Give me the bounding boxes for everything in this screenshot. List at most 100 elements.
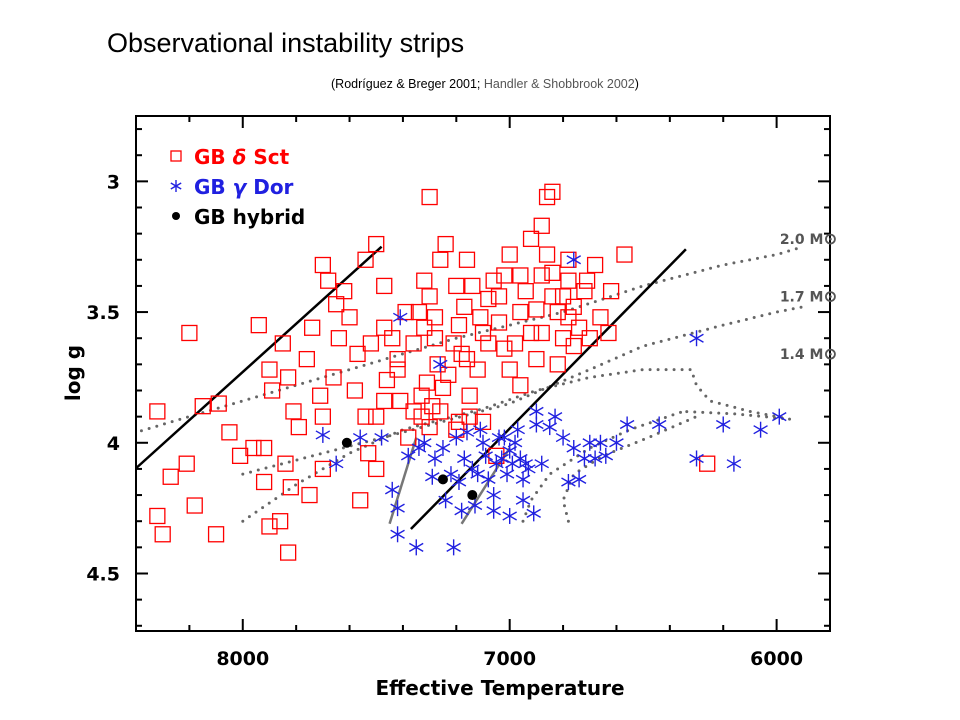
dsct-point bbox=[453, 345, 470, 363]
gdor-point bbox=[753, 421, 768, 438]
gdor-point bbox=[502, 507, 517, 524]
dsct-point bbox=[207, 526, 225, 543]
gdor-point bbox=[555, 429, 571, 446]
dsct-point bbox=[506, 335, 524, 352]
gdor-point bbox=[486, 502, 501, 519]
legend-marker-asterisk bbox=[170, 180, 182, 192]
dsct-point bbox=[341, 309, 358, 326]
gdor-point bbox=[481, 471, 496, 488]
gdor-point bbox=[547, 408, 563, 425]
dsct-point bbox=[27, 357, 42, 372]
dsct-point bbox=[320, 272, 337, 289]
dsct-point bbox=[440, 366, 457, 383]
dsct-point bbox=[570, 319, 588, 336]
y-tick-label: 4.5 bbox=[86, 563, 120, 585]
gdor-points bbox=[315, 251, 787, 556]
y-tick-label: 3 bbox=[107, 171, 120, 193]
dsct-point bbox=[162, 468, 179, 485]
dsct-point bbox=[410, 303, 428, 321]
dsct-point bbox=[538, 246, 556, 263]
dsct-point bbox=[349, 345, 366, 363]
mass-track-line bbox=[241, 368, 791, 523]
gdor-point bbox=[433, 356, 448, 373]
gdor-point bbox=[315, 426, 331, 443]
dsct-point bbox=[528, 301, 545, 318]
gdor-point bbox=[408, 539, 424, 556]
dsct-point bbox=[416, 272, 433, 289]
dsct-point bbox=[437, 235, 454, 253]
gdor-point bbox=[587, 450, 603, 467]
gdor-point bbox=[518, 455, 533, 472]
dsct-point bbox=[282, 479, 299, 496]
dsct-point bbox=[376, 392, 393, 410]
dsct-point bbox=[405, 335, 422, 352]
dsct-point bbox=[261, 361, 278, 378]
dsct-point bbox=[581, 330, 598, 347]
gdor-point bbox=[467, 497, 483, 514]
dsct-point bbox=[378, 371, 396, 389]
gdor-point bbox=[451, 473, 467, 490]
gdor-point bbox=[473, 421, 488, 438]
dsct-point bbox=[298, 350, 315, 368]
sun-symbol-icon bbox=[825, 233, 836, 245]
gdor-point bbox=[510, 421, 525, 438]
gdor-point bbox=[454, 502, 469, 519]
dsct-point bbox=[376, 277, 393, 295]
dsct-point bbox=[221, 424, 238, 441]
gdor-point bbox=[513, 450, 528, 467]
dsct-point bbox=[560, 272, 577, 289]
dsct-point bbox=[325, 369, 342, 386]
gdor-point bbox=[542, 419, 558, 436]
dsct-point bbox=[549, 356, 566, 373]
gdor-point bbox=[491, 429, 507, 446]
dsct-point bbox=[472, 309, 489, 326]
dsct-point bbox=[314, 256, 331, 274]
dsct-point bbox=[392, 392, 409, 410]
gdor-point bbox=[689, 450, 704, 467]
gdor-point bbox=[619, 416, 635, 433]
slide-title: Observational instability strips bbox=[107, 28, 465, 58]
dsct-point bbox=[178, 455, 195, 472]
dsct-point bbox=[328, 296, 345, 313]
dsct-point bbox=[416, 319, 433, 336]
dsct-point bbox=[434, 379, 452, 397]
gdor-point bbox=[515, 471, 531, 488]
gdor-point bbox=[411, 440, 427, 457]
dsct-point bbox=[501, 361, 518, 378]
dsct-point bbox=[592, 309, 609, 326]
dsct-point bbox=[314, 408, 331, 425]
mass-track-label: 2.0 M bbox=[780, 232, 824, 248]
track-labels: 2.0 M 1.7 M 1.4 M bbox=[780, 232, 836, 363]
gdor-point bbox=[582, 434, 598, 451]
dsct-point bbox=[560, 251, 577, 268]
dsct-point bbox=[480, 335, 497, 352]
dsct-point bbox=[86, 456, 101, 471]
dsct-point bbox=[279, 369, 297, 386]
dsct-point bbox=[602, 283, 620, 300]
gdor-point bbox=[499, 466, 515, 483]
sun-symbol-dot bbox=[829, 352, 832, 356]
subtitle-open: ( bbox=[331, 77, 336, 91]
gdor-point bbox=[400, 447, 416, 464]
strip-edge-line bbox=[410, 248, 687, 530]
dsct-point bbox=[274, 335, 291, 352]
dsct-point bbox=[512, 377, 529, 394]
dsct-point bbox=[458, 251, 476, 268]
dsct-point bbox=[181, 324, 198, 342]
gdor-point bbox=[772, 408, 787, 425]
dsct-point bbox=[565, 298, 582, 315]
dsct-point bbox=[421, 188, 438, 206]
gdor-point bbox=[715, 416, 731, 433]
dsct-point bbox=[699, 455, 716, 472]
dsct-point bbox=[517, 283, 534, 300]
gdor-point bbox=[478, 447, 493, 464]
dsct-point bbox=[456, 298, 473, 315]
dsct-point bbox=[533, 267, 550, 284]
dsct-point bbox=[210, 395, 227, 412]
dsct-point bbox=[346, 382, 364, 399]
subtitle-ref-rodriguez-breger: Rodríguez & Breger 2001; bbox=[335, 77, 481, 91]
gdor-point bbox=[689, 330, 704, 347]
legend-marker-dot bbox=[172, 212, 180, 220]
dsct-point bbox=[490, 314, 508, 331]
gdor-point bbox=[374, 429, 389, 446]
